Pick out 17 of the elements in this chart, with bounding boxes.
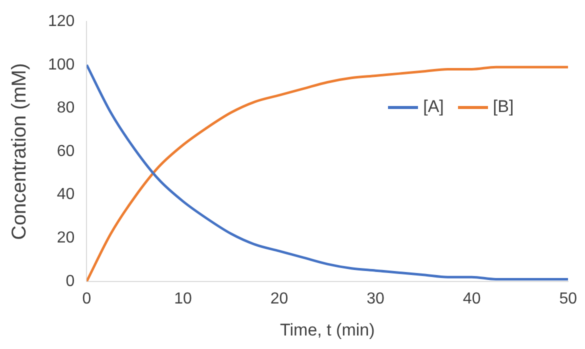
x-axis-title: Time, t (min) bbox=[280, 320, 375, 340]
y-tick-label: 100 bbox=[48, 56, 75, 74]
y-tick-label: 120 bbox=[48, 13, 75, 30]
x-tick-label: 20 bbox=[270, 290, 288, 308]
x-tick-label: 50 bbox=[559, 290, 578, 308]
y-tick-label: 40 bbox=[56, 186, 75, 204]
y-tick-label: 0 bbox=[66, 272, 75, 290]
y-tick-label: 60 bbox=[56, 142, 75, 160]
y-tick-label: 20 bbox=[56, 230, 75, 247]
y-axis-title: Concentration (mM) bbox=[8, 63, 31, 240]
x-tick-label: 30 bbox=[366, 290, 385, 308]
x-tick-label: 10 bbox=[174, 290, 192, 308]
x-tick-label: 0 bbox=[82, 290, 92, 308]
y-tick-label: 80 bbox=[56, 100, 75, 117]
x-tick-label: 40 bbox=[462, 290, 481, 308]
legend-label: [B] bbox=[492, 96, 514, 116]
legend-label: [A] bbox=[422, 96, 444, 116]
